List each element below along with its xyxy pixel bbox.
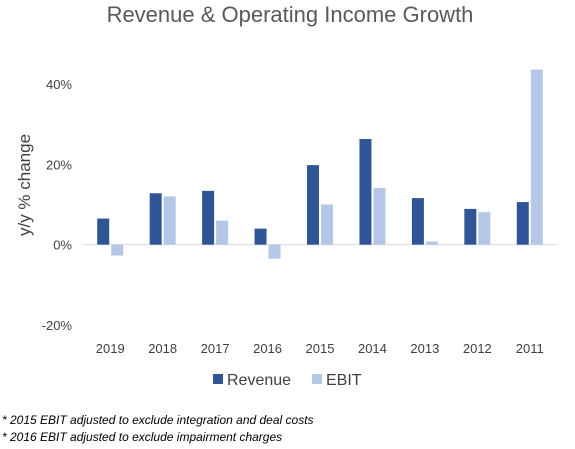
y-axis-label: y/y % change [15, 134, 34, 236]
bar-revenue-2017 [202, 190, 215, 245]
x-tick-label: 2013 [410, 341, 439, 356]
bar-ebit-2015 [321, 204, 333, 245]
y-tick-label: 40% [46, 77, 72, 92]
bar-revenue-2018 [149, 193, 162, 245]
bar-revenue-2015 [307, 165, 319, 245]
bar-ebit-2014 [373, 188, 386, 245]
legend: Revenue EBIT [213, 372, 362, 389]
chart-title: Revenue & Operating Income Growth [107, 2, 474, 27]
x-tick-label: 2017 [201, 341, 230, 356]
y-tick-label: -20% [42, 318, 73, 333]
x-tick-label: 2012 [463, 341, 492, 356]
y-tick-label: 20% [46, 157, 72, 172]
bars [97, 69, 543, 259]
footnote-2015: * 2015 EBIT adjusted to exclude integrat… [2, 413, 314, 427]
x-tick-label: 2019 [96, 341, 125, 356]
bar-revenue-2012 [464, 208, 477, 245]
bar-ebit-2016 [268, 244, 281, 259]
y-tick-label: 0% [53, 238, 72, 253]
x-tick-label: 2011 [516, 341, 544, 356]
bar-ebit-2012 [478, 212, 491, 245]
bar-ebit-2018 [163, 196, 176, 245]
bar-ebit-2013 [425, 241, 438, 245]
legend-swatch-revenue [213, 374, 223, 384]
bar-revenue-2014 [359, 139, 372, 245]
bar-revenue-2016 [254, 228, 267, 245]
legend-label-ebit: EBIT [326, 372, 362, 389]
bar-ebit-2011 [530, 69, 543, 245]
x-tick-label: 2015 [306, 341, 335, 356]
x-axis-ticks: 2019 2018 2017 2016 2015 2014 2013 2012 2011 [96, 341, 544, 356]
bar-revenue-2019 [97, 218, 110, 245]
bar-revenue-2013 [411, 198, 424, 245]
bar-revenue-2011 [516, 202, 529, 245]
legend-label-revenue: Revenue [227, 372, 291, 389]
x-tick-label: 2018 [148, 341, 177, 356]
x-tick-label: 2014 [358, 341, 387, 356]
x-tick-label: 2016 [253, 341, 282, 356]
legend-swatch-ebit [312, 374, 322, 384]
bar-ebit-2019 [111, 244, 124, 256]
y-axis-ticks: -20% 0% 20% 40% [42, 77, 73, 333]
bar-ebit-2017 [216, 220, 229, 245]
footnote-2016: * 2016 EBIT adjusted to exclude impairme… [2, 430, 283, 444]
